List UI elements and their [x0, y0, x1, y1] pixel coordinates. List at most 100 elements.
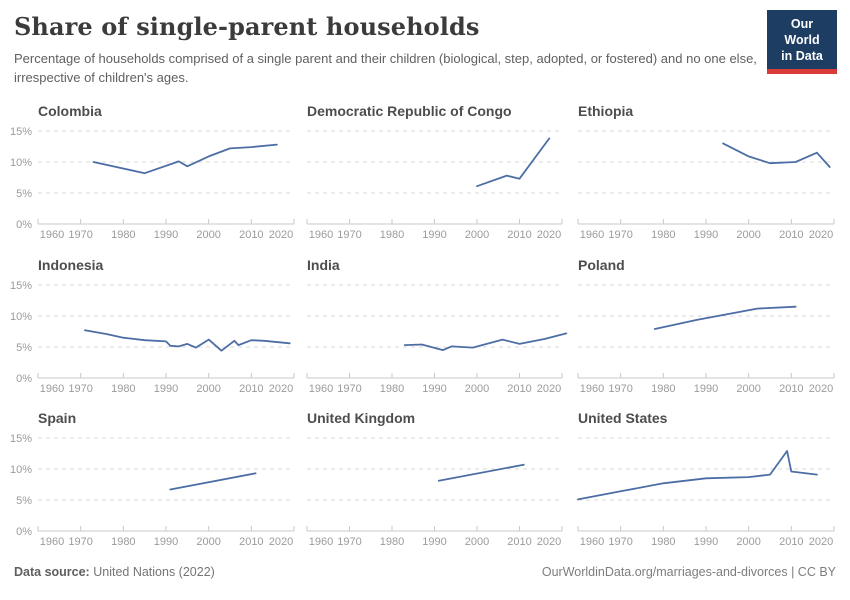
- line-chart-united-states: 1960 1970 1980 1990 2000 2010 2020: [577, 437, 835, 548]
- chart-cell-united-kingdom: United Kingdom 1960 1970 1980 1990 2000 2010 20…: [277, 410, 576, 562]
- x-tick-label: 1960: [580, 536, 604, 548]
- x-tick-label: 1980: [380, 383, 404, 395]
- data-line: [403, 332, 568, 351]
- x-tick-label: 2000: [465, 383, 489, 395]
- chart-cell-ethiopia: Ethiopia 1960 1970 1980 1990 2000 2010 2020: [548, 103, 848, 255]
- owid-logo-line2: in Data: [781, 49, 823, 63]
- x-tick-label: 2010: [507, 536, 531, 548]
- page-title: Share of single-parent households: [14, 12, 480, 41]
- line-chart-indonesia: 1960 1970 1980 1990 2000 2010 2020 0% 5% 10% 15%: [10, 280, 295, 395]
- x-tick-label: 1980: [111, 229, 135, 241]
- chart-cell-spain: Spain 1960 1970 1980 1990 2000 2010 2020 0% 5% 10%…: [8, 410, 308, 562]
- license-label[interactable]: CC BY: [797, 565, 836, 579]
- x-tick-label: 2010: [507, 229, 531, 241]
- chart-title: United States: [578, 410, 668, 426]
- x-tick-label: 2020: [537, 383, 561, 395]
- chart-cell-democratic-republic-of-congo: Democratic Republic of Congo 1960 1970 1980…: [277, 103, 576, 255]
- x-tick-label: 2000: [196, 383, 220, 395]
- data-source-note: Data source: United Nations (2022): [14, 565, 215, 579]
- data-source-value: United Nations (2022): [93, 565, 215, 579]
- x-tick-label: 1960: [40, 536, 64, 548]
- x-tick-label: 2000: [465, 229, 489, 241]
- x-tick-label: 1960: [309, 536, 333, 548]
- x-tick-label: 1970: [337, 229, 361, 241]
- x-tick-label: 1990: [694, 383, 718, 395]
- line-chart-democratic-republic-of-congo: 1960 1970 1980 1990 2000 2010 2020: [306, 130, 563, 241]
- y-tick-label: 10%: [10, 157, 32, 169]
- y-tick-label: 15%: [10, 280, 32, 292]
- x-tick-label: 2020: [809, 536, 833, 548]
- chart-cell-india: India 1960 1970 1980 1990 2000 2010 2020: [277, 257, 576, 409]
- data-source-label: Data source:: [14, 565, 90, 579]
- y-tick-label: 10%: [10, 311, 32, 323]
- x-tick-label: 1970: [68, 536, 92, 548]
- x-tick-label: 1980: [111, 536, 135, 548]
- x-tick-label: 1980: [380, 536, 404, 548]
- x-tick-label: 2010: [507, 383, 531, 395]
- y-tick-label: 0%: [16, 219, 32, 231]
- x-tick-label: 1990: [154, 536, 178, 548]
- line-chart-spain: 1960 1970 1980 1990 2000 2010 2020 0% 5% 10% 15%: [10, 433, 295, 548]
- x-tick-label: 1960: [40, 229, 64, 241]
- x-tick-label: 1990: [422, 383, 446, 395]
- chart-title: United Kingdom: [307, 410, 416, 426]
- x-tick-label: 2020: [809, 383, 833, 395]
- x-tick-label: 2010: [779, 383, 803, 395]
- x-tick-label: 1990: [694, 536, 718, 548]
- x-tick-label: 1960: [40, 383, 64, 395]
- data-line: [577, 450, 818, 501]
- chart-cell-poland: Poland 1960 1970 1980 1990 2000 2010 2020: [548, 257, 848, 409]
- chart-title: Democratic Republic of Congo: [307, 103, 512, 119]
- x-tick-label: 2020: [537, 229, 561, 241]
- data-line: [476, 137, 551, 188]
- line-chart-united-kingdom: 1960 1970 1980 1990 2000 2010 2020: [306, 437, 563, 548]
- x-tick-label: 1980: [651, 383, 675, 395]
- x-tick-label: 1970: [68, 383, 92, 395]
- y-tick-label: 5%: [16, 188, 32, 200]
- data-line: [437, 463, 525, 482]
- x-tick-label: 1960: [580, 229, 604, 241]
- x-tick-label: 2020: [537, 536, 561, 548]
- x-tick-label: 1960: [309, 383, 333, 395]
- x-tick-label: 2000: [196, 536, 220, 548]
- x-tick-label: 2000: [736, 229, 760, 241]
- chart-cell-colombia: Colombia 1960 1970 1980 1990 2000 2010 2020 0% 5%…: [8, 103, 308, 255]
- x-tick-label: 2000: [196, 229, 220, 241]
- chart-title: India: [307, 257, 340, 273]
- x-tick-label: 1970: [337, 383, 361, 395]
- y-tick-label: 15%: [10, 433, 32, 445]
- data-line: [653, 305, 797, 330]
- x-tick-label: 2020: [269, 536, 293, 548]
- license-separator: |: [791, 565, 795, 579]
- footer-attribution: OurWorldinData.org/marriages-and-divorce…: [542, 565, 836, 579]
- chart-title: Spain: [38, 410, 77, 426]
- x-tick-label: 1990: [154, 229, 178, 241]
- line-chart-poland: 1960 1970 1980 1990 2000 2010 2020: [577, 284, 835, 395]
- x-tick-label: 2010: [239, 383, 263, 395]
- data-line: [722, 142, 831, 168]
- data-line: [84, 329, 291, 352]
- x-tick-label: 1990: [154, 383, 178, 395]
- chart-subtitle: Percentage of households comprised of a …: [14, 51, 757, 85]
- y-tick-label: 10%: [10, 464, 32, 476]
- line-chart-india: 1960 1970 1980 1990 2000 2010 2020: [306, 284, 568, 395]
- x-tick-label: 1980: [111, 383, 135, 395]
- chart-cell-indonesia: Indonesia 1960 1970 1980 1990 2000 2010 2020 0% 5…: [8, 257, 308, 409]
- data-line: [169, 472, 257, 491]
- y-tick-label: 5%: [16, 495, 32, 507]
- x-tick-label: 1970: [608, 229, 632, 241]
- owid-logo: Our World in Data: [767, 10, 837, 74]
- x-tick-label: 2010: [239, 536, 263, 548]
- x-tick-label: 1990: [422, 536, 446, 548]
- owid-url-link[interactable]: OurWorldinData.org/marriages-and-divorce…: [541, 565, 788, 579]
- x-tick-label: 1970: [608, 536, 632, 548]
- chart-cell-united-states: United States 1960 1970 1980 1990 2000 2010 202…: [548, 410, 848, 562]
- chart-title: Colombia: [38, 103, 102, 119]
- x-tick-label: 2000: [736, 536, 760, 548]
- x-tick-label: 2020: [269, 383, 293, 395]
- chart-title: Ethiopia: [578, 103, 634, 119]
- x-tick-label: 1970: [68, 229, 92, 241]
- line-chart-ethiopia: 1960 1970 1980 1990 2000 2010 2020: [577, 130, 835, 241]
